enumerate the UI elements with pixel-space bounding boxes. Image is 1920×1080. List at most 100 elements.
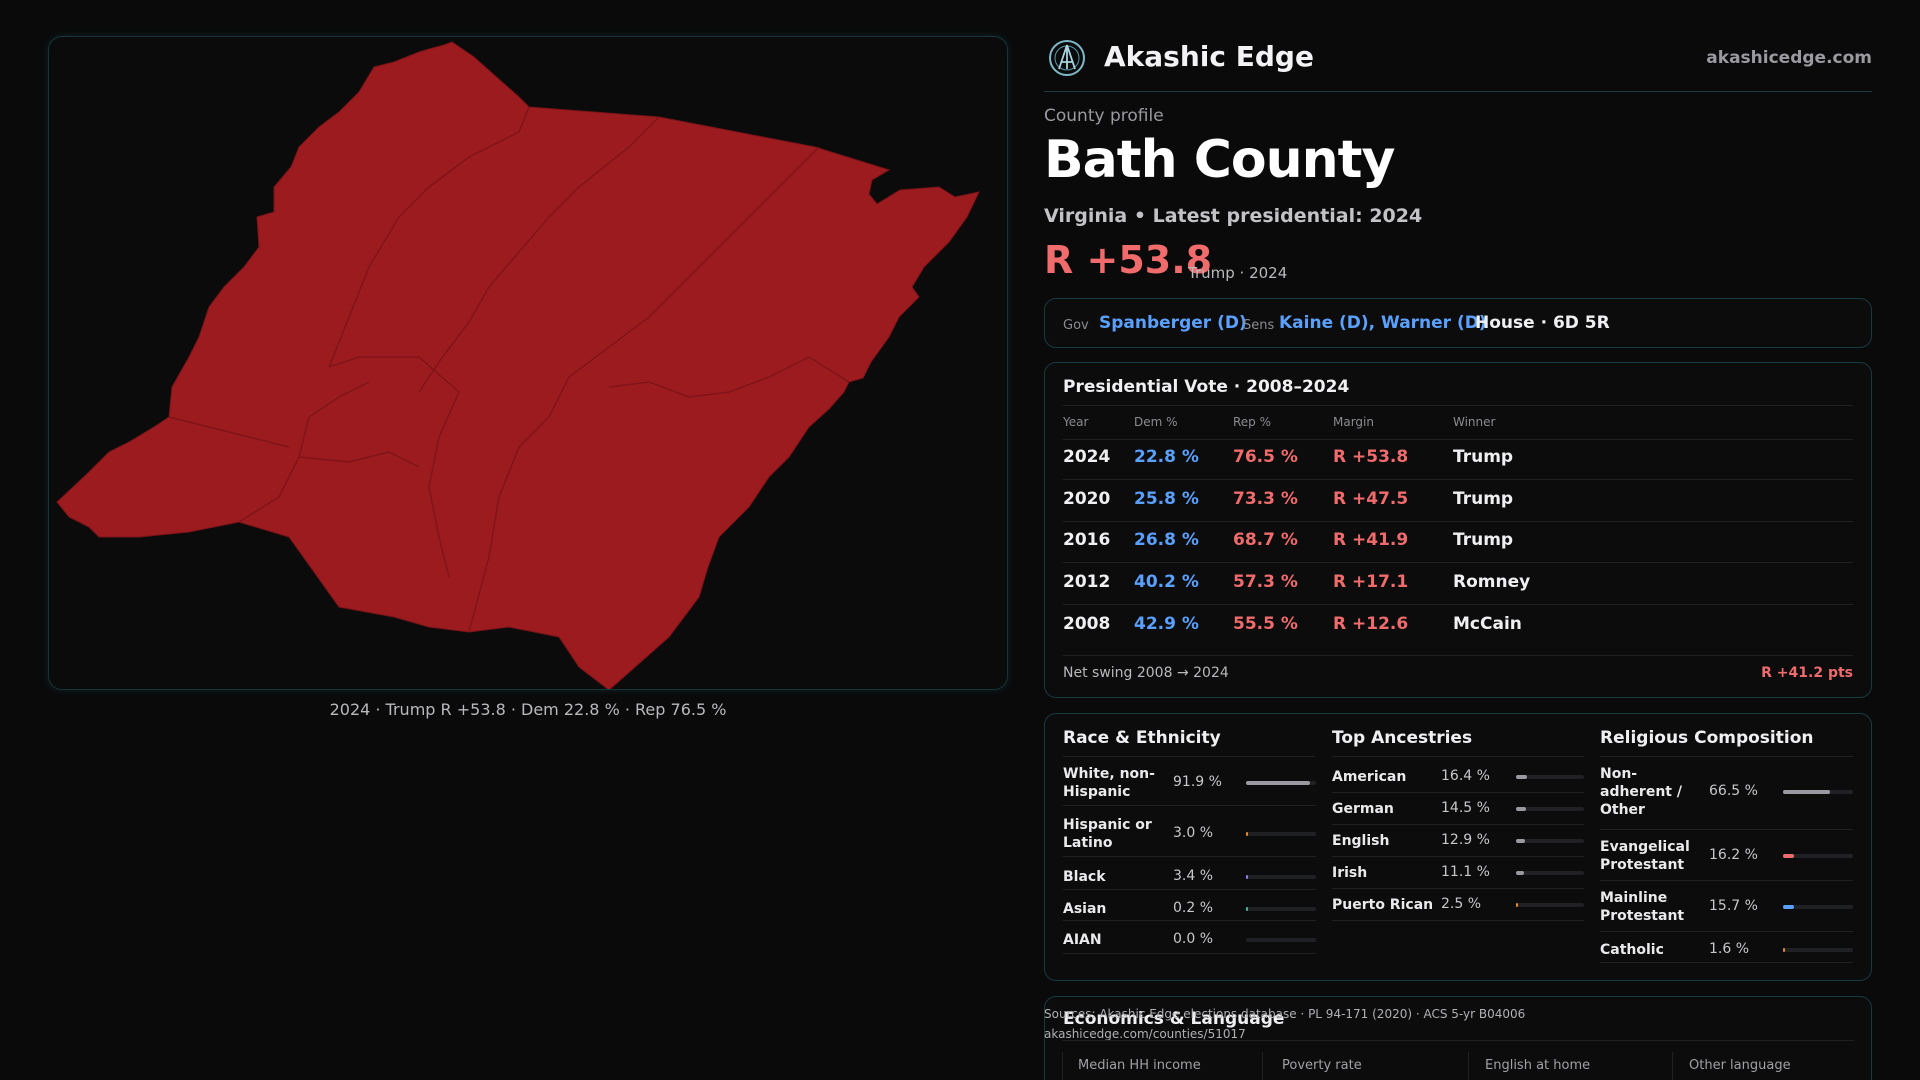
religion-bar-fill	[1783, 948, 1785, 952]
col-header-margin: Margin	[1333, 415, 1374, 429]
gov-label: Gov	[1063, 318, 1089, 333]
brand-url-link[interactable]: akashicedge.com	[1706, 48, 1872, 68]
religion-bar-track	[1783, 905, 1853, 909]
race-label: White, non- Hispanic	[1063, 766, 1155, 800]
ancestry-value: 12.9 %	[1441, 832, 1490, 848]
race-label: Hispanic or Latino	[1063, 817, 1152, 851]
religion-value: 15.7 %	[1709, 898, 1758, 914]
row-2016-year: 2016	[1063, 530, 1111, 550]
race-value: 0.2 %	[1173, 900, 1214, 916]
religion-label: Evangelical Protestant	[1600, 839, 1690, 873]
sens-label: Sens	[1243, 318, 1275, 333]
net-swing-label: Net swing 2008 → 2024	[1063, 665, 1229, 681]
religion-bar-track	[1783, 948, 1853, 952]
race-bar-fill	[1246, 781, 1311, 785]
ancestry-bar-track	[1516, 903, 1584, 907]
race-bar-fill	[1246, 907, 1248, 911]
ancestry-bar-fill	[1516, 775, 1528, 779]
race-label: AIAN	[1063, 932, 1102, 948]
profile-label: County profile	[1044, 106, 1164, 126]
row-2020-winner: Trump	[1453, 489, 1514, 509]
econ-header-income: Median HH income	[1078, 1058, 1201, 1073]
race-value: 3.0 %	[1173, 825, 1214, 841]
county-district-lines	[168, 106, 850, 633]
row-2008-year: 2008	[1063, 614, 1111, 634]
col-header-winner: Winner	[1453, 415, 1496, 429]
row-2024-dem-pct: 22.8 %	[1134, 447, 1199, 467]
akashic-logo-icon[interactable]	[1047, 38, 1087, 78]
latest-margin: R +53.8	[1044, 238, 1213, 282]
sources-line: Sources: Akashic Edge elections database…	[1044, 1007, 1526, 1021]
demographics-panel: Race & Ethnicity Top Ancestries Religiou…	[1044, 713, 1872, 981]
row-2016-winner: Trump	[1453, 530, 1514, 550]
row-2024-margin: R +53.8	[1333, 447, 1409, 467]
governor-link[interactable]: Spanberger (D)	[1099, 313, 1247, 333]
row-2020-margin: R +47.5	[1333, 489, 1409, 509]
officials-bar: Gov Spanberger (D) Sens Kaine (D), Warne…	[1044, 298, 1872, 348]
race-bar-fill	[1246, 832, 1249, 836]
senators-link[interactable]: Kaine (D), Warner (D)	[1279, 313, 1487, 333]
sources-note: Sources: Akashic Edge elections database…	[1044, 1004, 1525, 1044]
race-bar-fill	[1246, 875, 1249, 879]
row-2008-winner: McCain	[1453, 614, 1522, 634]
ancestry-bar-fill	[1516, 839, 1525, 843]
religion-bar-track	[1783, 790, 1853, 794]
ancestry-label: Irish	[1332, 865, 1368, 881]
net-swing-value: R +41.2 pts	[1761, 665, 1853, 681]
page-title: Bath County	[1044, 130, 1395, 190]
brand-name: Akashic Edge	[1104, 40, 1314, 73]
row-2016-margin: R +41.9	[1333, 530, 1409, 550]
race-bar-track	[1246, 832, 1316, 836]
ancestry-bar-track	[1516, 807, 1584, 811]
col-header-year: Year	[1063, 415, 1089, 429]
race-label: Black	[1063, 869, 1106, 885]
col-header-rep: Rep %	[1233, 415, 1272, 429]
row-2020-rep-pct: 73.3 %	[1233, 489, 1298, 509]
race-value: 91.9 %	[1173, 774, 1222, 790]
religion-bar-track	[1783, 854, 1853, 858]
county-shape[interactable]	[56, 41, 980, 690]
ancestry-label: German	[1332, 801, 1394, 817]
ancestry-label: American	[1332, 769, 1407, 785]
ancestry-value: 11.1 %	[1441, 864, 1490, 880]
econ-header-other-language: Other language	[1689, 1058, 1791, 1073]
econ-header-poverty: Poverty rate	[1282, 1058, 1362, 1073]
religion-value: 66.5 %	[1709, 783, 1758, 799]
row-2024-year: 2024	[1063, 447, 1111, 467]
row-2016-dem-pct: 26.8 %	[1134, 530, 1199, 550]
col-header-dem: Dem %	[1134, 415, 1178, 429]
county-map[interactable]	[49, 37, 1008, 690]
ancestry-bar-track	[1516, 775, 1584, 779]
row-2008-rep-pct: 55.5 %	[1233, 614, 1298, 634]
race-bar-track	[1246, 907, 1316, 911]
county-map-panel[interactable]	[48, 36, 1008, 690]
race-value: 0.0 %	[1173, 931, 1214, 947]
row-2012-dem-pct: 40.2 %	[1134, 572, 1199, 592]
religion-label: Catholic	[1600, 942, 1664, 958]
ancestry-label: Puerto Rican	[1332, 897, 1434, 913]
race-value: 3.4 %	[1173, 868, 1214, 884]
latest-margin-note: Trump · 2024	[1188, 264, 1288, 282]
row-2024-winner: Trump	[1453, 447, 1514, 467]
row-2012-year: 2012	[1063, 572, 1111, 592]
county-url-link[interactable]: akashicedge.com/counties/51017	[1044, 1027, 1246, 1041]
ancestry-label: English	[1332, 833, 1390, 849]
map-caption: 2024 · Trump R +53.8 · Dem 22.8 % · Rep …	[329, 700, 727, 719]
row-2008-dem-pct: 42.9 %	[1134, 614, 1199, 634]
ancestry-value: 2.5 %	[1441, 896, 1482, 912]
race-label: Asian	[1063, 901, 1107, 917]
religion-bar-fill	[1783, 905, 1794, 909]
row-2020-year: 2020	[1063, 489, 1111, 509]
county-profile-panel: Akashic Edge akashicedge.com County prof…	[1044, 0, 1872, 1080]
ancestry-value: 14.5 %	[1441, 800, 1490, 816]
economics-title: Economics & Language	[1063, 1009, 1285, 1029]
row-2008-margin: R +12.6	[1333, 614, 1409, 634]
row-2012-rep-pct: 57.3 %	[1233, 572, 1298, 592]
county-subtitle: Virginia • Latest presidential: 2024	[1044, 205, 1423, 227]
presidential-title: Presidential Vote · 2008–2024	[1063, 377, 1350, 397]
ancestry-bar-track	[1516, 871, 1584, 875]
religion-label: Mainline Protestant	[1600, 890, 1685, 924]
religion-label: Non- adherent / Other	[1600, 766, 1682, 818]
ancestry-value: 16.4 %	[1441, 768, 1490, 784]
econ-header-english: English at home	[1485, 1058, 1591, 1073]
